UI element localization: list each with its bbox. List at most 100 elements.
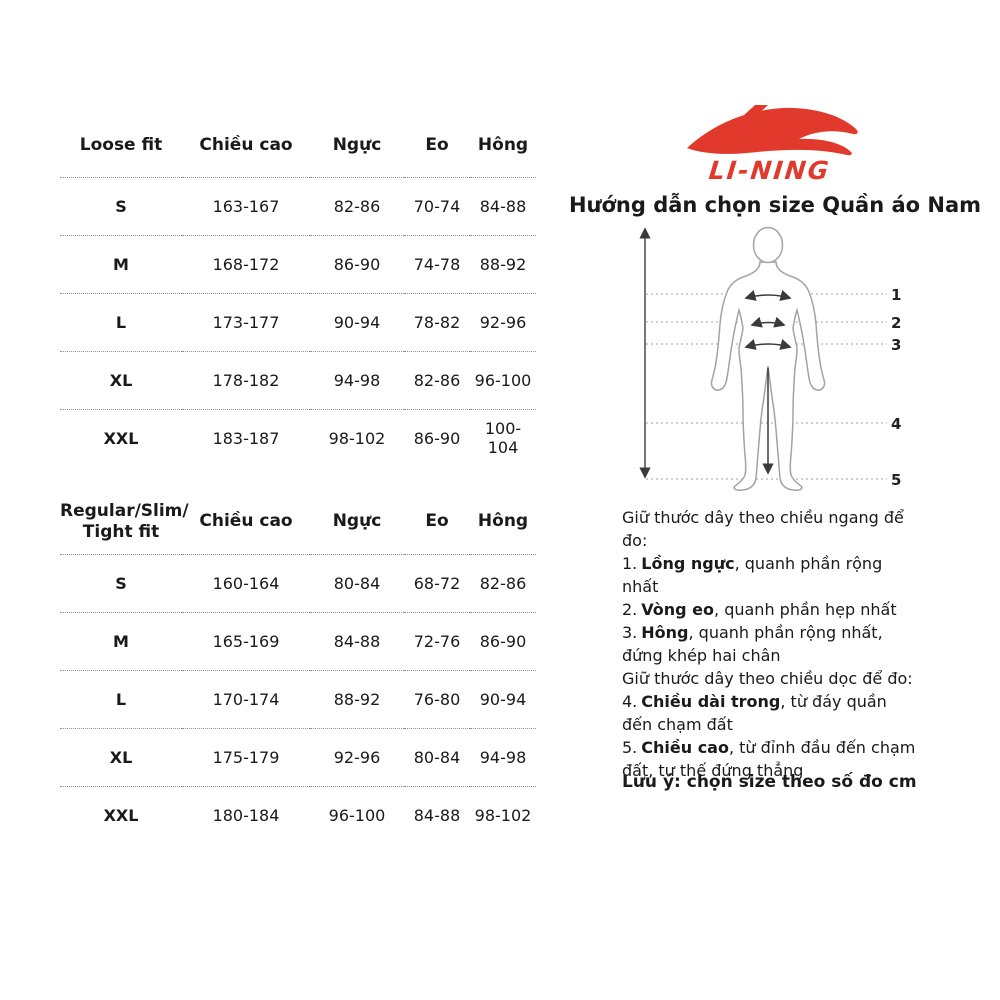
- height-value: 173-177: [212, 312, 280, 332]
- waist-value: 76-80: [413, 689, 461, 709]
- measure-number-3: 3: [891, 336, 901, 354]
- column-header-waist: Eo: [425, 135, 449, 156]
- waist-value: 84-88: [413, 805, 461, 825]
- size-label: XL: [109, 370, 133, 390]
- column-header-hip: Hông: [477, 511, 529, 532]
- step-number: 3.: [622, 623, 638, 642]
- chest-value: 84-88: [333, 631, 381, 651]
- height-value: 180-184: [212, 805, 280, 825]
- size-label: L: [115, 689, 127, 709]
- brand-logo: LI-NING: [630, 98, 910, 185]
- table-row: XL 178-182 94-98 82-86 96-100: [60, 351, 536, 409]
- hip-arrow: [744, 339, 792, 350]
- hip-value: 98-102: [474, 805, 532, 825]
- guide-step-1: 1. Lồng ngực, quanh phần rộng nhất: [622, 552, 922, 598]
- size-table-regular-slim-tight-fit: Regular/Slim/ Tight fit Chiều cao Ngực E…: [60, 490, 536, 844]
- waist-value: 74-78: [413, 254, 461, 274]
- guide-step-2: 2. Vòng eo, quanh phần hẹp nhất: [622, 598, 922, 621]
- step-description: , quanh phần hẹp nhất: [714, 600, 897, 619]
- hip-value: 90-94: [479, 689, 527, 709]
- size-label: XXL: [103, 805, 139, 825]
- column-header-chest: Ngực: [332, 511, 382, 532]
- waist-value: 72-76: [413, 631, 461, 651]
- column-header-waist: Eo: [425, 511, 449, 532]
- chest-value: 92-96: [333, 747, 381, 767]
- measuring-instructions: Giữ thước dây theo chiều ngang để đo: 1.…: [622, 506, 922, 782]
- height-value: 170-174: [212, 689, 280, 709]
- hip-value: 94-98: [479, 747, 527, 767]
- table-row: S 160-164 80-84 68-72 82-86: [60, 554, 536, 612]
- measure-number-1: 1: [891, 286, 901, 304]
- head-outline: [752, 226, 784, 264]
- chest-value: 88-92: [333, 689, 381, 709]
- size-label: M: [113, 254, 129, 274]
- hip-value: 88-92: [479, 254, 527, 274]
- size-label: M: [113, 631, 129, 651]
- chest-value: 94-98: [333, 370, 381, 390]
- step-description: , quanh phần rộng nhất, đứng khép hai ch…: [622, 623, 883, 665]
- table-header-row: Loose fit Chiều cao Ngực Eo Hông: [60, 115, 536, 177]
- step-number: 1.: [622, 554, 638, 573]
- measure-number-2: 2: [891, 314, 901, 332]
- hip-value: 92-96: [479, 312, 527, 332]
- hip-value: 100-104: [484, 419, 522, 458]
- chest-value: 82-86: [333, 196, 381, 216]
- waist-value: 80-84: [413, 747, 461, 767]
- waist-value: 82-86: [413, 370, 461, 390]
- table-row: L 173-177 90-94 78-82 92-96: [60, 293, 536, 351]
- chest-value: 80-84: [333, 573, 381, 593]
- height-value: 175-179: [212, 747, 280, 767]
- step-term: Lồng ngực: [641, 554, 735, 573]
- lining-swoosh-icon: [687, 105, 858, 156]
- guide-step-4: 4. Chiều dài trong, từ đáy quần đến chạm …: [622, 690, 922, 736]
- column-header-hip: Hông: [477, 135, 529, 156]
- table-header-row: Regular/Slim/ Tight fit Chiều cao Ngực E…: [60, 490, 536, 554]
- size-label: XL: [109, 747, 133, 767]
- hip-value: 86-90: [479, 631, 527, 651]
- step-term: Chiều dài trong: [641, 692, 781, 711]
- table-row: S 163-167 82-86 70-74 84-88: [60, 177, 536, 235]
- step-description: , từ đáy quần đến chạm đất: [622, 692, 887, 734]
- table-row: L 170-174 88-92 76-80 90-94: [60, 670, 536, 728]
- column-header-height: Chiều cao: [199, 511, 293, 532]
- size-label: L: [115, 312, 127, 332]
- chest-value: 96-100: [328, 805, 386, 825]
- body-measurement-diagram: 1 2 3 4 5: [639, 226, 901, 491]
- size-label: XXL: [103, 428, 139, 448]
- table-row: M 165-169 84-88 72-76 86-90: [60, 612, 536, 670]
- size-table-loose-fit: Loose fit Chiều cao Ngực Eo Hông S 163-1…: [60, 115, 536, 467]
- table-row: M 168-172 86-90 74-78 88-92: [60, 235, 536, 293]
- body-outline: [710, 261, 826, 491]
- step-description: , quanh phần rộng nhất: [622, 554, 883, 596]
- guide-step-3: 3. Hông, quanh phần rộng nhất, đứng khép …: [622, 621, 922, 667]
- height-value: 178-182: [212, 370, 280, 390]
- measure-number-5: 5: [891, 471, 901, 489]
- waist-value: 78-82: [413, 312, 461, 332]
- hip-value: 82-86: [479, 573, 527, 593]
- waist-arrow: [750, 316, 786, 328]
- step-term: Chiều cao: [641, 738, 729, 757]
- vertical-measure-intro: Giữ thước dây theo chiều dọc để đo:: [622, 669, 913, 688]
- chest-arrow: [744, 290, 792, 301]
- step-number: 5.: [622, 738, 638, 757]
- fit-line-1: Loose fit: [79, 135, 163, 156]
- horizontal-measure-intro: Giữ thước dây theo chiều ngang để đo:: [622, 508, 904, 550]
- table-row: XXL 183-187 98-102 86-90 100-104: [60, 409, 536, 467]
- fit-line-1: Regular/Slim/: [60, 500, 189, 521]
- hip-value: 84-88: [479, 196, 527, 216]
- height-value: 163-167: [212, 196, 280, 216]
- column-header-chest: Ngực: [332, 135, 382, 156]
- waist-value: 70-74: [413, 196, 461, 216]
- table-row: XL 175-179 92-96 80-84 94-98: [60, 728, 536, 786]
- size-label: S: [115, 196, 127, 216]
- chest-value: 90-94: [333, 312, 381, 332]
- waist-value: 86-90: [413, 428, 461, 448]
- table-row: XXL 180-184 96-100 84-88 98-102: [60, 786, 536, 844]
- size-note: Lưu ý: chọn size theo số đo cm: [622, 772, 917, 792]
- height-value: 160-164: [212, 573, 280, 593]
- fit-line-2: Tight fit: [82, 521, 160, 542]
- step-number: 4.: [622, 692, 638, 711]
- step-term: Vòng eo: [641, 600, 715, 619]
- fit-type-header: Loose fit: [60, 115, 182, 177]
- guide-step-5: 5. Chiều cao, từ đỉnh đầu đến chạm đất, t…: [622, 736, 922, 782]
